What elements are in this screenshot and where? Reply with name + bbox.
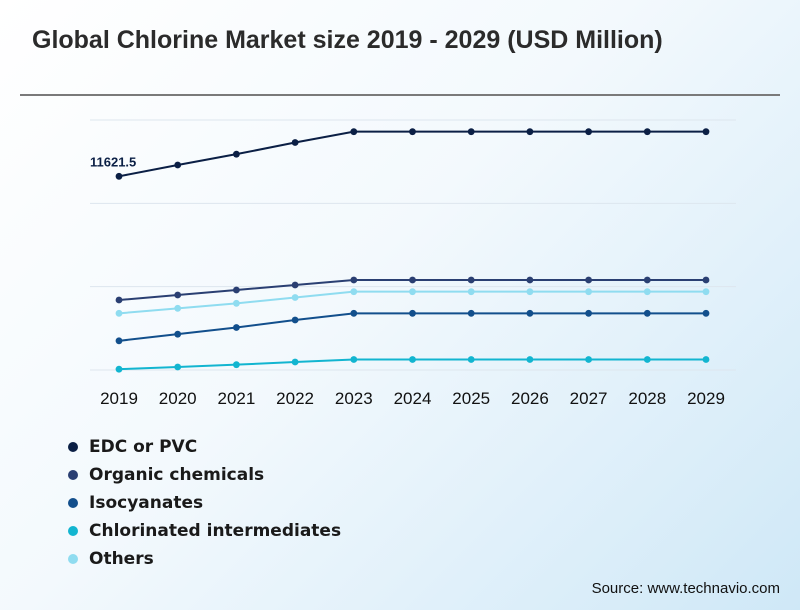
data-point [115,337,123,345]
data-point [233,299,240,307]
data-point [526,128,534,136]
data-point [350,288,358,296]
data-point [115,172,123,180]
source-note: Source: www.technavio.com [591,580,780,597]
x-tick-label: 2019 [100,389,138,408]
x-tick-label: 2024 [394,389,432,408]
x-tick-label: 2028 [628,389,666,408]
legend-marker-icon [68,442,78,452]
x-tick-label: 2020 [159,389,197,408]
data-point [702,288,710,296]
data-point [467,288,475,296]
data-point [702,356,710,363]
line-chart: 2019 2020 2021 2022 2023 2024 2025 2026 2027 2028… [90,119,736,408]
data-point [526,276,534,284]
legend-marker-icon [68,526,78,536]
legend-marker-icon [68,554,78,564]
data-point [643,356,651,363]
data-point [585,356,592,363]
legend-item: EDC or PVC [68,433,341,461]
data-point [409,276,416,284]
data-point [409,288,416,296]
data-point [585,276,592,284]
data-point [174,363,182,371]
data-point [350,128,358,136]
data-point [115,309,123,317]
data-point [467,356,475,363]
data-point [350,309,358,317]
data-point [526,288,534,296]
data-point [174,291,182,299]
data-point [291,358,299,366]
data-point [233,361,240,369]
legend-marker-icon [68,470,78,480]
series-line [118,312,706,342]
x-tick-label: 2026 [511,389,549,408]
chart-title: Global Chlorine Market size 2019 - 2029 … [32,26,663,54]
data-point [409,309,416,317]
data-point [526,356,534,363]
legend-label: Chlorinated intermediates [89,521,342,541]
data-point [643,288,651,296]
data-point [291,281,299,289]
x-tick-label: 2027 [570,389,608,408]
data-point [115,296,123,304]
legend-label: EDC or PVC [89,437,198,457]
data-point [643,309,651,317]
x-tick-label: 2029 [687,389,725,408]
data-point [350,276,358,284]
legend-item: Others [68,545,341,573]
legend-marker-icon [68,498,78,508]
data-point [643,128,651,136]
data-point [291,294,299,301]
data-point [585,309,592,317]
chart-legend: EDC or PVC Organic chemicals Isocyanates Ch… [68,433,341,573]
legend-item: Organic chemicals [68,461,341,489]
legend-item: Chlorinated intermediates [68,517,341,545]
data-point [409,356,416,363]
x-tick-label: 2021 [217,389,255,408]
data-point [643,276,651,284]
data-point [467,309,475,317]
data-point [174,330,182,338]
data-point [409,128,416,136]
series-line [118,130,706,178]
data-point [467,276,475,284]
title-divider [20,94,780,96]
data-point [233,286,240,294]
data-point [467,128,475,136]
x-tick-label: 2022 [276,389,314,408]
legend-label: Isocyanates [89,493,204,513]
x-tick-label: 2025 [452,389,490,408]
legend-item: Isocyanates [68,489,341,517]
data-point [702,276,710,284]
data-point [526,309,534,317]
data-point [702,128,710,136]
data-point [585,288,592,296]
data-point [585,128,592,136]
data-point [291,139,299,146]
data-point [702,309,710,317]
data-point [291,316,299,324]
data-label: 11621.5 [90,154,136,169]
data-point [350,356,358,363]
legend-label: Organic chemicals [89,465,265,485]
data-point [174,304,182,312]
legend-label: Others [89,549,154,569]
x-tick-label: 2023 [335,389,373,408]
data-point [174,161,182,169]
data-point [115,365,123,373]
data-point [233,324,240,331]
data-point [233,150,240,158]
